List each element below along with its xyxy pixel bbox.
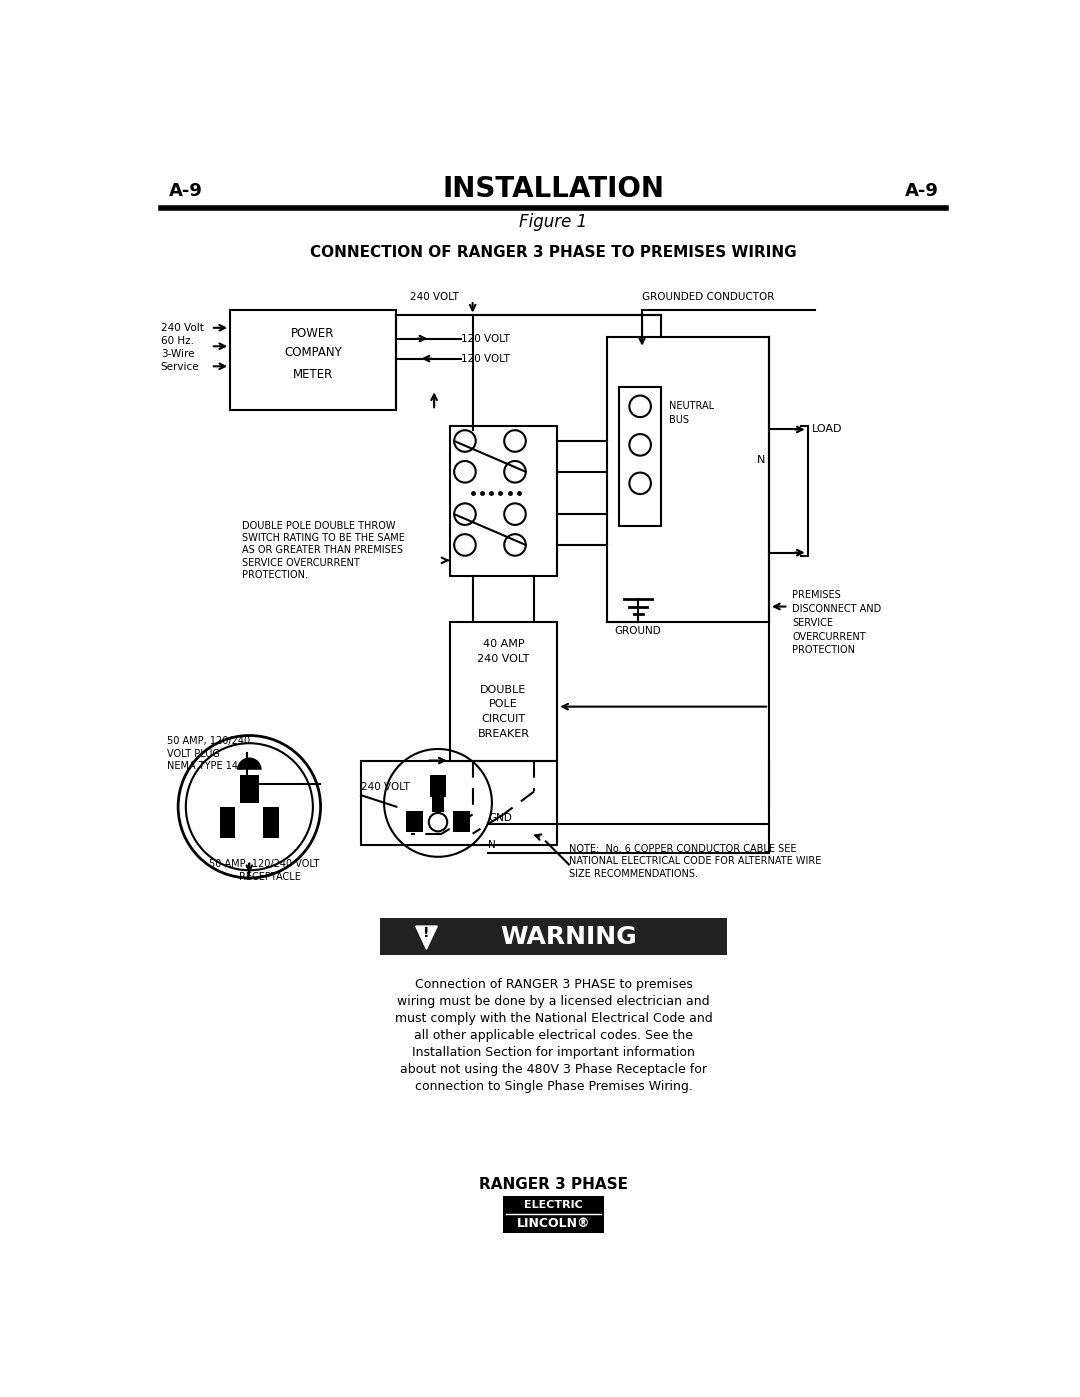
Text: AS OR GREATER THAN PREMISES: AS OR GREATER THAN PREMISES [242,545,403,556]
Text: GROUNDED CONDUCTOR: GROUNDED CONDUCTOR [642,292,774,302]
Text: DISCONNECT AND: DISCONNECT AND [793,604,881,613]
Text: 40 AMP: 40 AMP [483,638,524,648]
Bar [230,310,395,411]
Bar [240,775,258,803]
Text: LINCOLN®: LINCOLN® [516,1217,591,1229]
Text: NEMA TYPE 14-50: NEMA TYPE 14-50 [167,761,254,771]
Text: 240 VOLT: 240 VOLT [477,654,529,664]
Bar [361,760,557,845]
Text: SERVICE OVERCURRENT: SERVICE OVERCURRENT [242,557,360,567]
Text: PREMISES: PREMISES [793,590,841,599]
Text: 240 Volt: 240 Volt [161,323,204,332]
Circle shape [429,813,447,831]
Text: POLE: POLE [489,700,517,710]
Wedge shape [237,757,261,770]
Text: 60 Hz.: 60 Hz. [161,335,193,346]
Text: RECEPTACLE: RECEPTACLE [240,872,301,882]
Text: N: N [757,455,766,465]
Text: Installation Section for important information: Installation Section for important infor… [413,1046,694,1059]
Bar [264,806,279,838]
Bar [380,918,727,956]
Bar [449,622,557,760]
Text: DOUBLE POLE DOUBLE THROW: DOUBLE POLE DOUBLE THROW [242,521,395,531]
Text: POWER: POWER [292,327,335,339]
Text: BREAKER: BREAKER [477,729,529,739]
Text: GROUND: GROUND [615,626,662,636]
Text: DOUBLE: DOUBLE [481,685,527,694]
Text: 3-Wire: 3-Wire [161,349,194,359]
Text: Figure 1: Figure 1 [519,212,588,231]
Bar [449,426,557,576]
Text: NEUTRAL: NEUTRAL [669,401,714,411]
Text: !: ! [423,926,430,940]
Text: PROTECTION.: PROTECTION. [242,570,308,580]
Text: 240 VOLT: 240 VOLT [361,782,410,792]
Text: LOAD: LOAD [811,425,842,434]
Text: CIRCUIT: CIRCUIT [482,714,526,724]
Polygon shape [416,926,437,949]
Text: 240 VOLT: 240 VOLT [409,292,459,302]
Text: BUS: BUS [669,415,689,425]
Text: ELECTRIC: ELECTRIC [524,1200,583,1210]
Text: METER: METER [293,367,333,380]
Text: CONNECTION OF RANGER 3 PHASE TO PREMISES WIRING: CONNECTION OF RANGER 3 PHASE TO PREMISES… [310,244,797,260]
Bar [607,337,769,622]
Text: GND: GND [488,813,512,823]
Bar [454,810,471,833]
Text: WARNING: WARNING [500,925,637,949]
Bar [619,387,661,525]
Bar [430,775,446,796]
Text: Connection of RANGER 3 PHASE to premises: Connection of RANGER 3 PHASE to premises [415,978,692,990]
Text: A-9: A-9 [168,182,202,200]
Text: N: N [488,840,496,851]
Bar [503,1196,604,1232]
Text: PROTECTION: PROTECTION [793,645,855,655]
Bar [220,806,235,838]
Text: SERVICE: SERVICE [793,617,833,627]
Text: SWITCH RATING TO BE THE SAME: SWITCH RATING TO BE THE SAME [242,534,405,543]
Text: about not using the 480V 3 Phase Receptacle for: about not using the 480V 3 Phase Recepta… [400,1063,707,1076]
Text: NATIONAL ELECTRICAL CODE FOR ALTERNATE WIRE: NATIONAL ELECTRICAL CODE FOR ALTERNATE W… [569,856,821,866]
Text: 50 AMP, 120/240 VOLT: 50 AMP, 120/240 VOLT [208,859,319,869]
Text: all other applicable electrical codes. See the: all other applicable electrical codes. S… [414,1030,693,1042]
Text: 50 AMP, 120/240: 50 AMP, 120/240 [167,736,251,746]
Text: COMPANY: COMPANY [284,346,341,359]
Text: wiring must be done by a licensed electrician and: wiring must be done by a licensed electr… [397,995,710,1009]
Text: A-9: A-9 [905,182,939,200]
Text: NOTE:  No. 6 COPPER CONDUCTOR CABLE SEE: NOTE: No. 6 COPPER CONDUCTOR CABLE SEE [569,844,796,854]
Text: Service: Service [161,362,200,372]
Text: OVERCURRENT: OVERCURRENT [793,631,866,641]
Bar [432,796,444,812]
Text: SIZE RECOMMENDATIONS.: SIZE RECOMMENDATIONS. [569,869,698,879]
Text: must comply with the National Electrical Code and: must comply with the National Electrical… [394,1011,713,1025]
Text: connection to Single Phase Premises Wiring.: connection to Single Phase Premises Wiri… [415,1080,692,1092]
Text: RANGER 3 PHASE: RANGER 3 PHASE [480,1176,627,1192]
Text: VOLT PLUG: VOLT PLUG [167,749,220,759]
Text: 120 VOLT: 120 VOLT [461,334,510,344]
Text: 120 VOLT: 120 VOLT [461,353,510,363]
Bar [406,810,422,833]
Text: INSTALLATION: INSTALLATION [443,175,664,203]
